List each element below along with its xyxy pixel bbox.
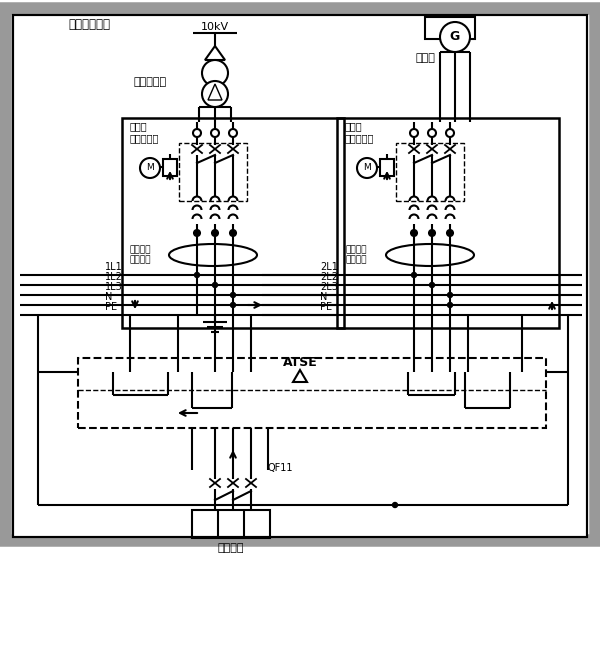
- Circle shape: [429, 230, 435, 236]
- Circle shape: [211, 129, 219, 137]
- Bar: [13, 15, 587, 537]
- Text: G: G: [450, 31, 460, 44]
- Text: QF11: QF11: [268, 463, 293, 473]
- Circle shape: [448, 303, 452, 307]
- Circle shape: [440, 22, 470, 52]
- Bar: [192, 510, 270, 538]
- Circle shape: [212, 230, 218, 236]
- Text: 同一座配电所: 同一座配电所: [68, 18, 110, 31]
- Circle shape: [411, 230, 417, 236]
- Text: 1L1: 1L1: [105, 262, 123, 272]
- Text: PE: PE: [320, 302, 332, 312]
- Text: PE: PE: [105, 302, 117, 312]
- Circle shape: [230, 230, 236, 236]
- Text: 1L2: 1L2: [105, 272, 123, 282]
- Bar: [396, 143, 464, 201]
- Bar: [425, 17, 475, 39]
- Circle shape: [212, 283, 218, 288]
- Circle shape: [392, 503, 398, 508]
- Circle shape: [410, 129, 418, 137]
- Bar: [337, 118, 559, 328]
- Bar: [179, 143, 247, 201]
- Circle shape: [230, 292, 235, 298]
- Circle shape: [448, 292, 452, 298]
- Text: 2L2: 2L2: [320, 272, 338, 282]
- Text: 10kV: 10kV: [201, 22, 229, 32]
- Circle shape: [140, 158, 160, 178]
- Circle shape: [230, 303, 235, 307]
- Circle shape: [428, 129, 436, 137]
- Text: M: M: [363, 163, 371, 173]
- Text: M: M: [146, 163, 154, 173]
- Circle shape: [194, 230, 200, 236]
- Circle shape: [193, 129, 201, 137]
- Text: N: N: [320, 292, 328, 302]
- Text: ATSE: ATSE: [283, 357, 317, 370]
- Text: 用电设备: 用电设备: [218, 543, 244, 553]
- Circle shape: [447, 230, 453, 236]
- Text: N: N: [105, 292, 112, 302]
- Text: 2L1: 2L1: [320, 262, 338, 272]
- Circle shape: [202, 81, 228, 107]
- Circle shape: [412, 273, 416, 277]
- Text: 发电机
进线断路器: 发电机 进线断路器: [345, 121, 374, 143]
- Text: 接地故障
电流检测: 接地故障 电流检测: [345, 245, 367, 265]
- Text: 接地故障
电流检测: 接地故障 电流检测: [130, 245, 151, 265]
- Bar: [78, 358, 546, 428]
- Circle shape: [357, 158, 377, 178]
- Text: 电力变压器: 电力变压器: [134, 77, 167, 87]
- Bar: [380, 159, 394, 176]
- Bar: [122, 118, 344, 328]
- Circle shape: [446, 129, 454, 137]
- Circle shape: [194, 273, 199, 277]
- Text: 变压器
进线断路器: 变压器 进线断路器: [130, 121, 160, 143]
- Bar: [13, 15, 587, 537]
- Circle shape: [202, 60, 228, 86]
- Circle shape: [229, 129, 237, 137]
- Text: 2L3: 2L3: [320, 282, 338, 292]
- Bar: [5, 8, 595, 540]
- Text: 1L3: 1L3: [105, 282, 123, 292]
- Text: 发电机: 发电机: [415, 53, 435, 63]
- Circle shape: [430, 283, 434, 288]
- Bar: [163, 159, 177, 176]
